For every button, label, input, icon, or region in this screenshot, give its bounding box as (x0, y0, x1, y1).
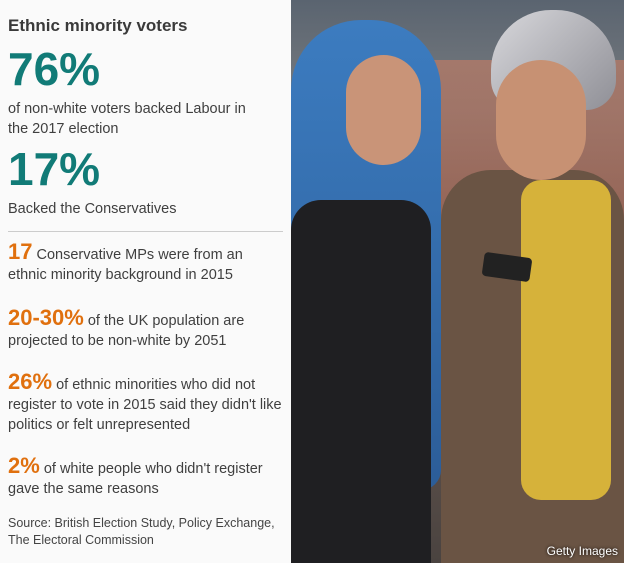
woman-left-face (346, 55, 421, 165)
divider (8, 231, 283, 232)
fact-text: of white people who didn't register gave… (8, 461, 263, 497)
stat-labour-text: of non-white voters backed Labour in the… (8, 101, 246, 137)
woman-right-scarf (521, 180, 611, 500)
fact-population-projection: 20-30% of the UK population are projecte… (8, 305, 283, 351)
fact-value: 26% (8, 369, 53, 394)
fact-text: of ethnic minorities who did not registe… (8, 377, 282, 433)
fact-value: 2% (8, 453, 40, 478)
fact-value: 20-30% (8, 305, 84, 330)
fact-conservative-mps: 17 Conservative MPs were from an ethnic … (8, 239, 280, 285)
woman-left-jacket (291, 200, 431, 563)
fact-value: 17 (8, 239, 33, 264)
stat-labour-value: 76% (8, 43, 101, 95)
info-panel: Ethnic minority voters 76% of non-white … (0, 0, 291, 563)
photo-two-women-looking-at-phone: Getty Images (291, 0, 624, 563)
woman-right-face (496, 60, 586, 180)
photo-credit: Getty Images (546, 544, 618, 558)
stat-conservative-value: 17% (8, 143, 101, 195)
fact-ethnic-minority-unregistered: 26% of ethnic minorities who did not reg… (8, 369, 288, 435)
fact-text: Conservative MPs were from an ethnic min… (8, 247, 243, 283)
stat-conservative-text: Backed the Conservatives (8, 201, 177, 217)
source-note: Source: British Election Study, Policy E… (8, 516, 275, 547)
fact-text: of the UK population are projected to be… (8, 313, 245, 349)
title: Ethnic minority voters (8, 16, 188, 35)
fact-white-unregistered: 2% of white people who didn't register g… (8, 453, 278, 499)
